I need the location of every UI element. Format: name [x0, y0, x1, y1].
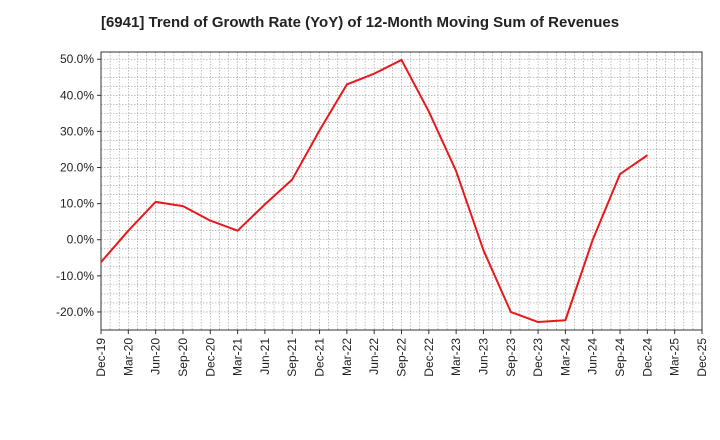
x-tick-label: Sep-21 — [285, 338, 299, 377]
x-tick-label: Jun-24 — [586, 338, 600, 375]
x-tick-label: Dec-25 — [695, 338, 709, 377]
x-tick-label: Dec-22 — [422, 338, 436, 377]
x-tick-label: Dec-24 — [640, 338, 654, 377]
x-tick-label: Mar-25 — [668, 338, 682, 376]
x-tick-label: Jun-22 — [367, 338, 381, 375]
x-tick-label: Dec-20 — [203, 338, 217, 377]
y-tick-label: -20.0% — [56, 305, 94, 319]
y-tick-label: 50.0% — [60, 52, 94, 66]
x-tick-label: Dec-21 — [313, 338, 327, 377]
y-tick-label: 0.0% — [67, 233, 95, 247]
x-tick-label: Dec-23 — [531, 338, 545, 377]
x-tick-label: Mar-21 — [231, 338, 245, 376]
y-tick-label: -10.0% — [56, 269, 94, 283]
y-tick-label: 30.0% — [60, 124, 94, 138]
x-tick-label: Sep-23 — [504, 338, 518, 377]
x-tick-label: Mar-23 — [449, 338, 463, 376]
x-tick-label: Mar-20 — [121, 338, 135, 376]
x-tick-label: Mar-24 — [558, 338, 572, 376]
x-tick-label: Jun-20 — [149, 338, 163, 375]
chart-title: [6941] Trend of Growth Rate (YoY) of 12-… — [100, 14, 620, 31]
y-tick-label: 10.0% — [60, 197, 94, 211]
x-tick-label: Sep-24 — [613, 338, 627, 377]
y-tick-label: 40.0% — [60, 88, 94, 102]
x-tick-label: Sep-20 — [176, 338, 190, 377]
x-tick-label: Dec-19 — [94, 338, 108, 377]
x-tick-label: Sep-22 — [395, 338, 409, 377]
x-tick-label: Mar-22 — [340, 338, 354, 376]
y-tick-label: 20.0% — [60, 161, 94, 175]
x-tick-label: Jun-21 — [258, 338, 272, 375]
x-tick-label: Jun-23 — [476, 338, 490, 375]
